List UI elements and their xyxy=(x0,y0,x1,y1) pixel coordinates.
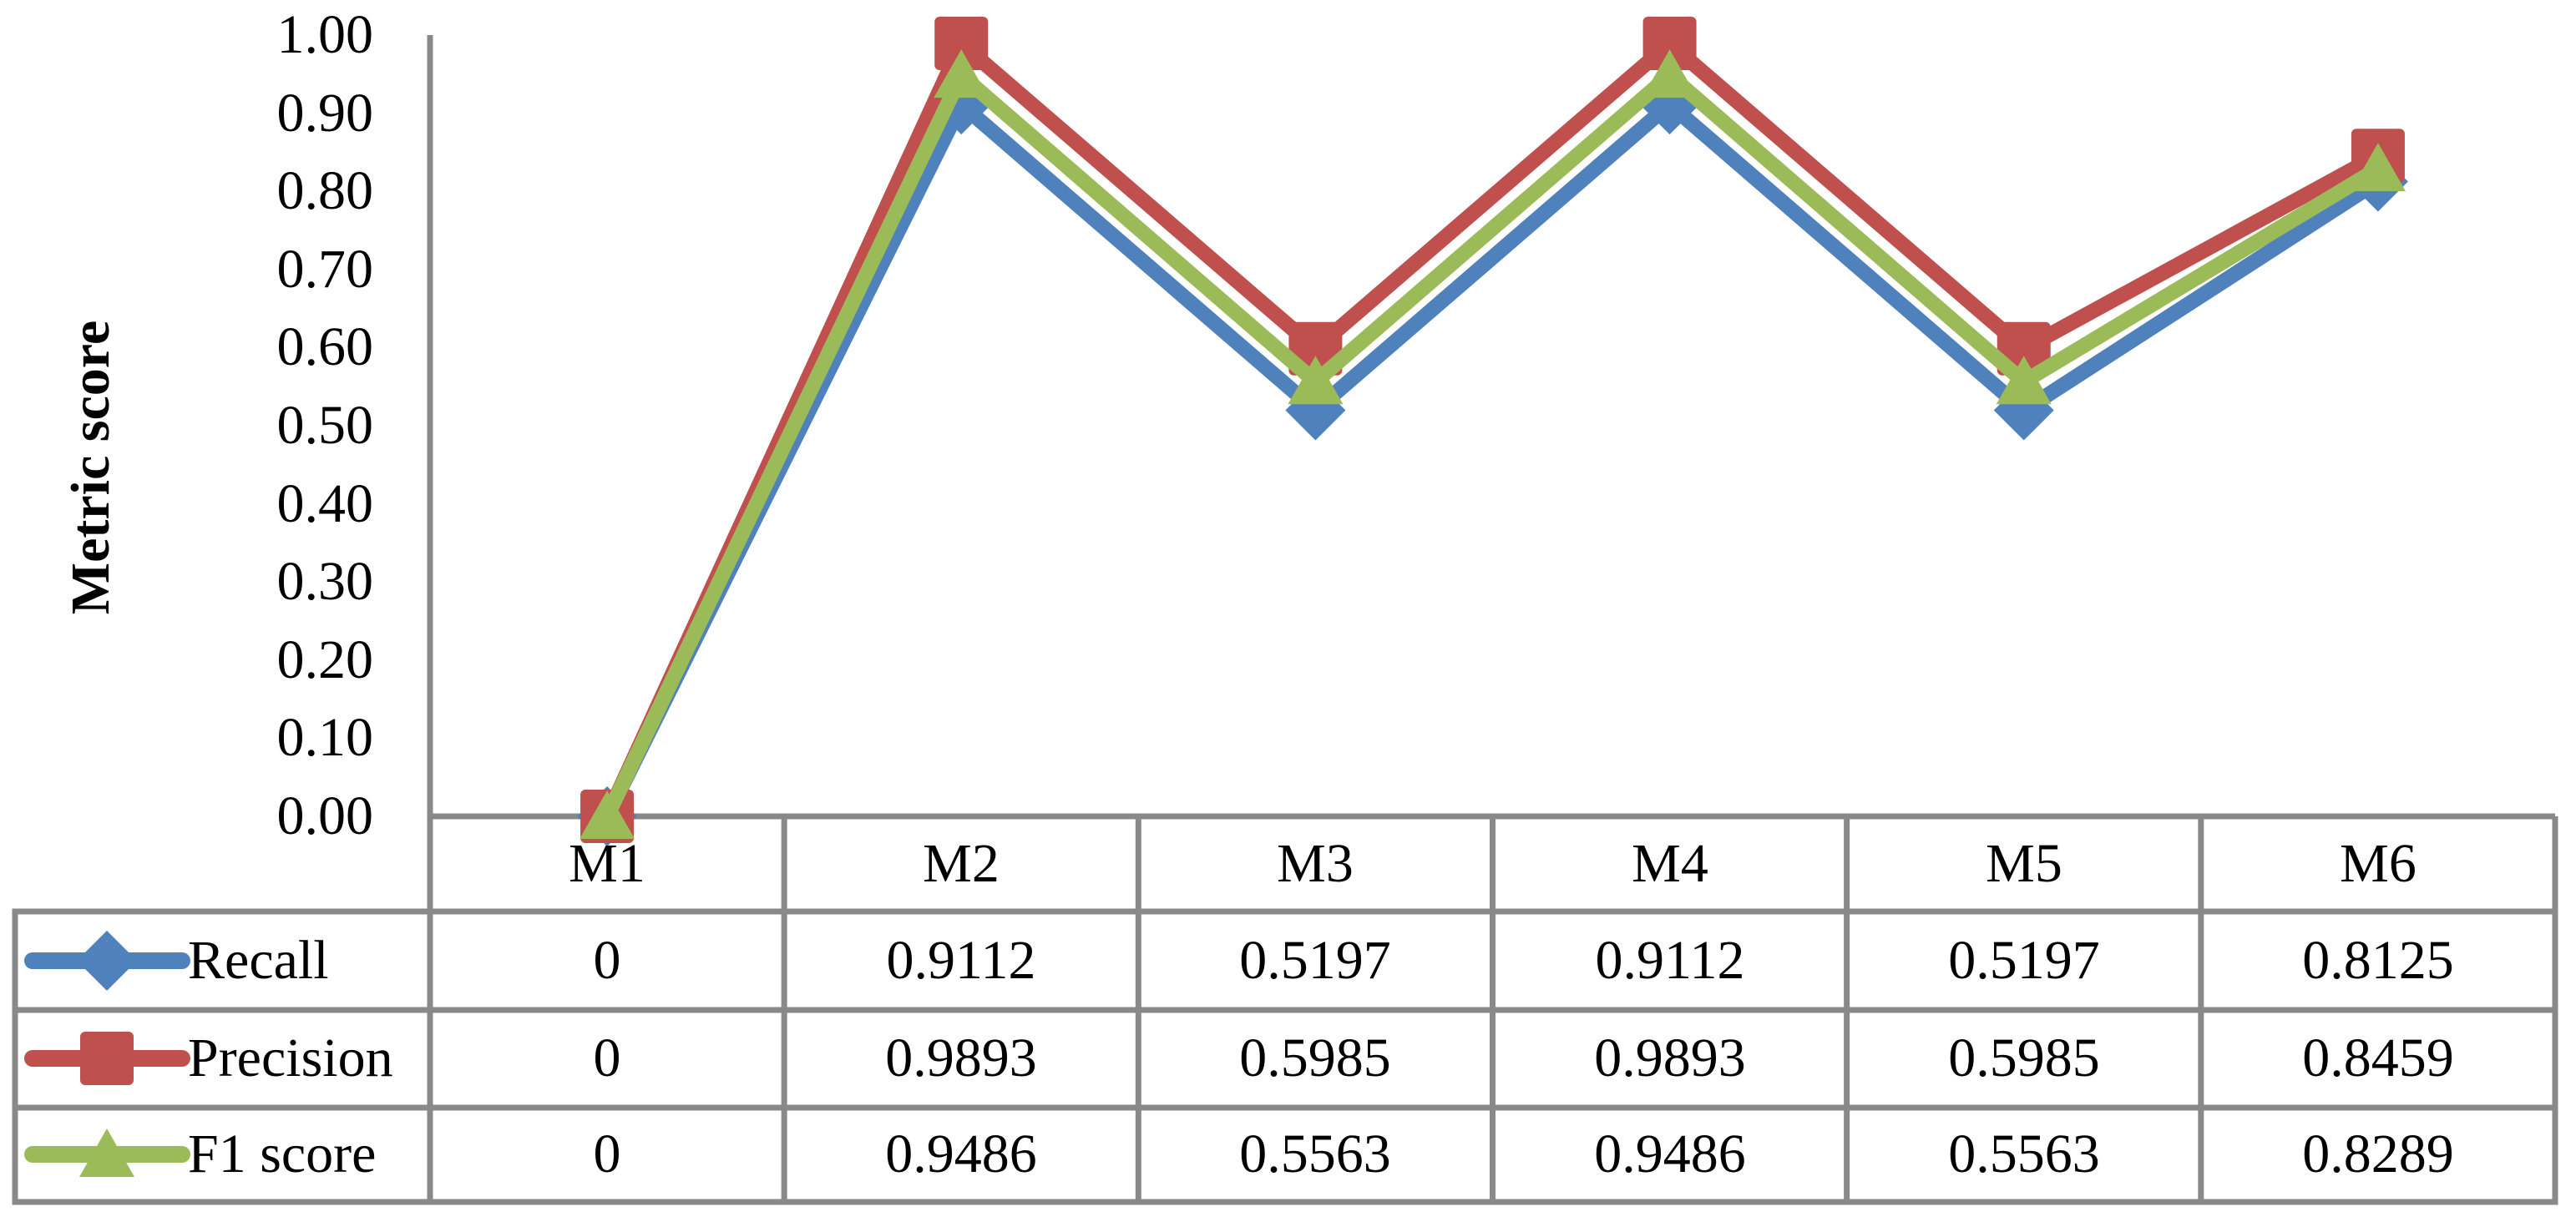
table-header-cell: M6 xyxy=(2340,833,2417,894)
table-cell: 0.5985 xyxy=(1948,1028,2100,1088)
table-cell: 0 xyxy=(593,1123,621,1184)
table-header-cell: M2 xyxy=(923,833,1000,894)
table-cell: 0.8289 xyxy=(2302,1123,2454,1184)
table-cell: 0.5563 xyxy=(1239,1123,1391,1184)
y-tick-label: 0.80 xyxy=(276,160,374,221)
table-cell: 0.9893 xyxy=(1594,1028,1746,1088)
y-tick-label: 0.00 xyxy=(276,785,374,846)
table-cell: 0.5985 xyxy=(1239,1028,1391,1088)
table-header-cell: M1 xyxy=(569,833,645,894)
table-cell: 0.8125 xyxy=(2302,930,2454,991)
y-tick-label: 0.70 xyxy=(276,239,374,300)
table-header-cell: M4 xyxy=(1632,833,1708,894)
table-cell: 0.9112 xyxy=(886,930,1036,991)
table-header-cell: M3 xyxy=(1277,833,1354,894)
precision-legend-square-marker xyxy=(80,1032,134,1085)
f1-score-triangle-marker xyxy=(1288,356,1344,405)
table-cell: 0.5563 xyxy=(1948,1123,2100,1184)
f1-score-legend-triangle-marker xyxy=(79,1129,134,1177)
f1-score-triangle-marker xyxy=(1996,356,2052,405)
table-cell: 0.9112 xyxy=(1595,930,1745,991)
y-tick-label: 0.60 xyxy=(276,316,374,377)
table-cell: 0.5197 xyxy=(1239,930,1391,991)
legend-label-precision: Precision xyxy=(188,1028,393,1088)
table-header-cell: M5 xyxy=(1986,833,2062,894)
recall-legend-diamond-marker xyxy=(77,931,137,991)
legend-label-f1-score: F1 score xyxy=(188,1123,377,1184)
table-cell: 0 xyxy=(593,1028,621,1088)
precision-square-marker xyxy=(1642,17,1697,71)
recall-line xyxy=(600,97,2386,824)
table-cell: 0.8459 xyxy=(2302,1028,2454,1088)
f1-score-triangle-marker xyxy=(2350,143,2406,192)
y-tick-label: 1.00 xyxy=(276,4,374,65)
f1-score-triangle-marker xyxy=(1642,49,1698,98)
precision-line xyxy=(600,36,2386,824)
table-cell: 0.9486 xyxy=(1594,1123,1746,1184)
y-tick-label: 0.30 xyxy=(276,551,374,612)
y-tick-label: 0.90 xyxy=(276,83,374,144)
y-tick-label: 0.40 xyxy=(276,473,374,534)
y-tick-label: 0.50 xyxy=(276,395,374,456)
f1-score-triangle-marker xyxy=(934,49,989,98)
table-cell: 0.9486 xyxy=(885,1123,1037,1184)
f1-score-triangle-marker xyxy=(579,790,635,839)
table-cell: 0.5197 xyxy=(1948,930,2100,991)
legend-label-recall: Recall xyxy=(188,930,329,991)
table-cell: 0 xyxy=(593,930,621,991)
y-tick-label: 0.20 xyxy=(276,629,374,690)
y-tick-label: 0.10 xyxy=(276,707,374,768)
precision-square-marker xyxy=(934,17,989,71)
f1-score-line xyxy=(600,68,2386,824)
table-cell: 0.9893 xyxy=(885,1028,1037,1088)
